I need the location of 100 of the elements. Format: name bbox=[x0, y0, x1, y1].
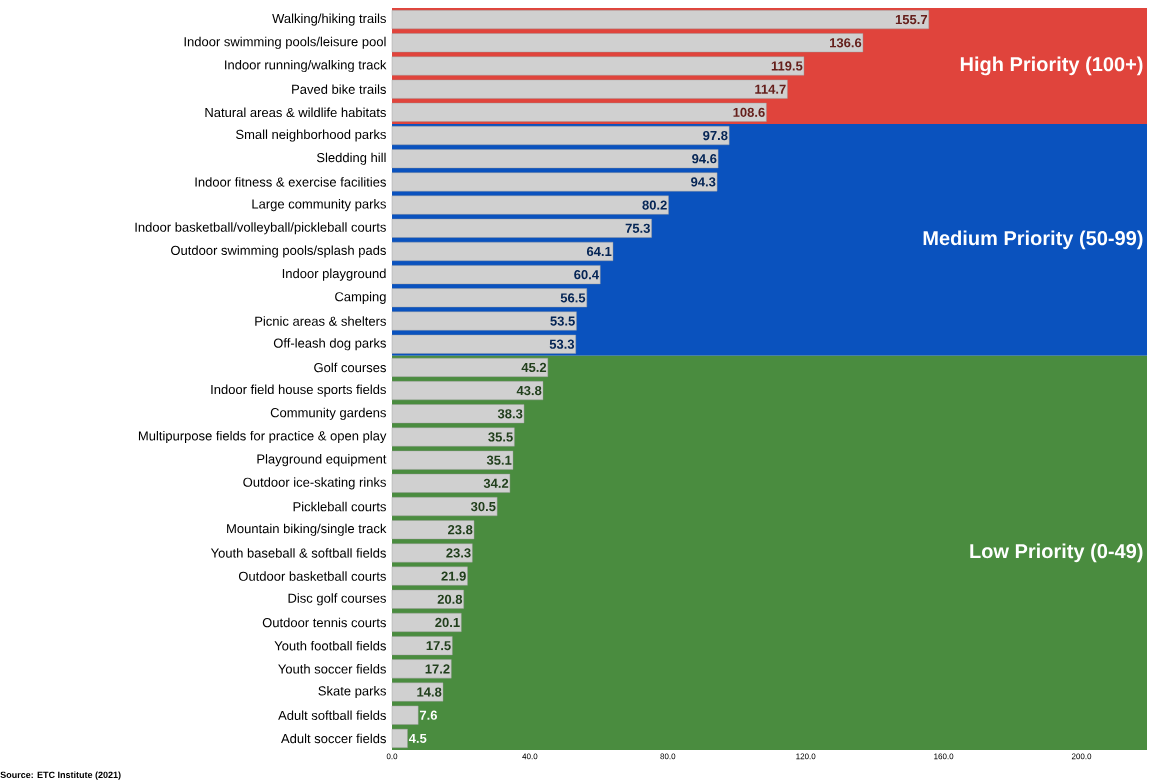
data-label: 94.6 bbox=[692, 154, 717, 164]
y-tick-label: Outdoor ice-skating rinks bbox=[243, 477, 386, 490]
data-label: 30.5 bbox=[470, 501, 496, 512]
x-tick-label: 0.0 bbox=[386, 753, 398, 760]
data-label: 136.6 bbox=[830, 38, 862, 48]
bar bbox=[391, 589, 464, 609]
y-tick-label: Natural areas & wildlife habitats bbox=[205, 107, 386, 118]
bar bbox=[391, 126, 730, 146]
data-label: 14.8 bbox=[417, 687, 442, 697]
data-label: 17.2 bbox=[425, 664, 450, 674]
bar bbox=[391, 102, 767, 122]
bar bbox=[391, 288, 587, 308]
bar bbox=[391, 265, 601, 285]
bar bbox=[391, 473, 511, 493]
y-tick-label: Youth soccer fields bbox=[278, 664, 386, 674]
y-tick-label: Skate parks bbox=[318, 685, 386, 699]
bar bbox=[391, 520, 475, 540]
bar bbox=[391, 381, 544, 401]
y-tick-label: Indoor swimming pools/leisure pool bbox=[184, 36, 386, 49]
data-label: 114.7 bbox=[755, 84, 786, 94]
band-label: Medium Priority (50-99) bbox=[923, 230, 1143, 250]
data-label: 35.1 bbox=[486, 455, 512, 465]
y-tick-label: Indoor fitness & exercise facilities bbox=[195, 177, 386, 187]
x-tick-label: 200.0 bbox=[1071, 753, 1092, 760]
y-tick-label: Indoor running/walking track bbox=[225, 59, 387, 73]
data-label: 108.6 bbox=[733, 107, 765, 117]
bar bbox=[391, 311, 577, 331]
data-label: 4.5 bbox=[408, 733, 427, 743]
bar bbox=[391, 728, 408, 748]
bar bbox=[391, 450, 514, 470]
data-label: 56.5 bbox=[560, 293, 586, 303]
data-label: 155.7 bbox=[895, 15, 928, 25]
y-tick-label: Indoor field house sports fields bbox=[211, 384, 386, 397]
data-label: 38.3 bbox=[497, 409, 523, 419]
y-tick-label: Playground equipment bbox=[257, 454, 387, 467]
bar bbox=[391, 79, 788, 99]
data-label: 17.5 bbox=[426, 641, 451, 651]
bar bbox=[391, 404, 525, 424]
bar bbox=[391, 149, 719, 169]
y-tick-label: Off-leash dog parks bbox=[273, 338, 386, 351]
y-tick-label: Disc golf courses bbox=[288, 593, 386, 606]
y-tick-label: Golf courses bbox=[314, 362, 386, 373]
data-label: 21.9 bbox=[441, 571, 466, 581]
y-tick-label: Picnic areas & shelters bbox=[255, 316, 386, 326]
y-tick-label: Youth football fields bbox=[274, 640, 386, 651]
bar bbox=[391, 33, 864, 53]
data-label: 20.8 bbox=[437, 594, 463, 604]
data-label: 97.8 bbox=[703, 130, 728, 141]
y-tick-label: Camping bbox=[335, 291, 386, 304]
band-label: High Priority (100+) bbox=[960, 56, 1143, 76]
y-tick-label: Multipurpose fields for practice & open play bbox=[138, 430, 387, 444]
bar bbox=[391, 613, 462, 632]
bar bbox=[391, 357, 549, 377]
bar bbox=[391, 242, 614, 261]
bar bbox=[391, 566, 468, 586]
x-tick-label: 120.0 bbox=[796, 753, 816, 760]
data-label: 34.2 bbox=[483, 478, 509, 488]
y-tick-label: Community gardens bbox=[270, 407, 386, 420]
y-tick-label: Mountain biking/single track bbox=[227, 523, 387, 536]
data-label: 64.1 bbox=[586, 246, 612, 257]
data-label: 119.5 bbox=[771, 61, 803, 71]
bar bbox=[391, 636, 453, 656]
band-label: Low Priority (0-49) bbox=[970, 543, 1143, 563]
data-label: 20.1 bbox=[435, 617, 460, 628]
y-tick-label: Youth baseball & softball fields bbox=[210, 548, 386, 558]
data-label: 53.5 bbox=[550, 316, 575, 326]
bar bbox=[391, 427, 515, 447]
bar bbox=[391, 497, 498, 517]
y-tick-label: Indoor basketball/volleyball/pickleball courts bbox=[135, 222, 386, 235]
x-tick-label: 160.0 bbox=[934, 753, 954, 760]
y-tick-label: Paved bike trails bbox=[292, 84, 386, 94]
y-tick-label: Large community parks bbox=[252, 199, 386, 212]
data-label: 80.2 bbox=[642, 200, 667, 210]
data-label: 75.3 bbox=[625, 223, 650, 233]
data-label: 35.5 bbox=[488, 432, 513, 442]
bar bbox=[391, 705, 419, 725]
bar bbox=[391, 195, 669, 215]
y-tick-label: Outdoor basketball courts bbox=[238, 571, 386, 581]
data-label: 53.3 bbox=[549, 339, 575, 349]
data-label: 60.4 bbox=[574, 270, 599, 280]
bar bbox=[391, 334, 576, 354]
bar bbox=[391, 172, 718, 192]
y-tick-label: Adult soccer fields bbox=[281, 733, 386, 744]
y-tick-label: Outdoor tennis courts bbox=[262, 617, 386, 628]
data-label: 45.2 bbox=[521, 362, 547, 373]
x-tick-label: 40.0 bbox=[522, 753, 538, 760]
y-tick-label: Indoor playground bbox=[282, 268, 386, 281]
y-tick-label: Adult softball fields bbox=[278, 710, 386, 720]
data-label: 7.6 bbox=[419, 710, 437, 720]
data-label: 23.8 bbox=[448, 525, 473, 535]
bar bbox=[391, 56, 805, 76]
bar bbox=[391, 682, 444, 702]
data-label: 23.3 bbox=[446, 548, 471, 558]
source-note: Source: ETC Institute (2021) bbox=[0, 771, 121, 780]
bar bbox=[391, 659, 452, 679]
x-tick-label: 80.0 bbox=[660, 753, 676, 760]
bar bbox=[391, 543, 473, 563]
bar bbox=[391, 10, 929, 30]
data-label: 43.8 bbox=[516, 385, 542, 396]
y-tick-label: Outdoor swimming pools/splash pads bbox=[171, 245, 386, 258]
